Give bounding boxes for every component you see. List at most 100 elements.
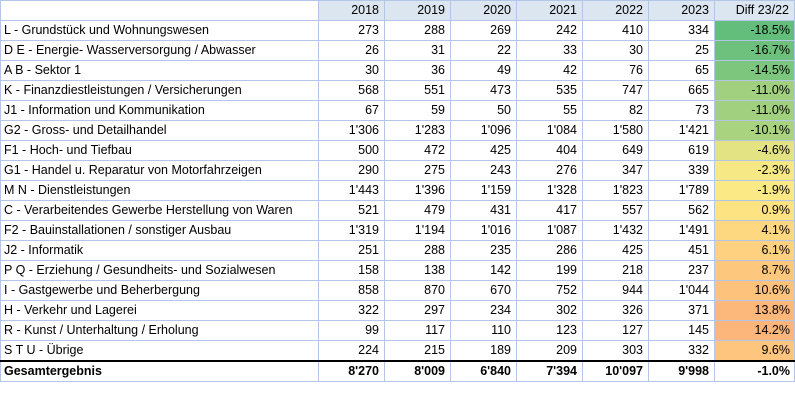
row-value-2019[interactable]: 275 <box>384 160 451 181</box>
header-year-2019[interactable]: 2019 <box>384 0 451 21</box>
total-label[interactable]: Gesamtergebnis <box>0 360 319 382</box>
row-value-2020[interactable]: 142 <box>450 260 517 281</box>
row-value-2023[interactable]: 237 <box>648 260 715 281</box>
row-value-2023[interactable]: 73 <box>648 100 715 121</box>
row-value-2020[interactable]: 110 <box>450 320 517 341</box>
row-value-2022[interactable]: 30 <box>582 40 649 61</box>
row-label[interactable]: C - Verarbeitendes Gewerbe Herstellung v… <box>0 200 319 221</box>
row-diff[interactable]: 13.8% <box>714 300 795 321</box>
row-value-2018[interactable]: 521 <box>318 200 385 221</box>
row-diff[interactable]: -4.6% <box>714 140 795 161</box>
row-value-2023[interactable]: 1'491 <box>648 220 715 241</box>
row-value-2022[interactable]: 127 <box>582 320 649 341</box>
row-value-2023[interactable]: 665 <box>648 80 715 101</box>
row-value-2019[interactable]: 472 <box>384 140 451 161</box>
row-diff[interactable]: 10.6% <box>714 280 795 301</box>
row-value-2023[interactable]: 451 <box>648 240 715 261</box>
row-value-2020[interactable]: 235 <box>450 240 517 261</box>
row-value-2019[interactable]: 1'396 <box>384 180 451 201</box>
total-value-2019[interactable]: 8'009 <box>384 360 451 382</box>
row-label[interactable]: J2 - Informatik <box>0 240 319 261</box>
row-value-2018[interactable]: 290 <box>318 160 385 181</box>
row-value-2022[interactable]: 425 <box>582 240 649 261</box>
row-value-2018[interactable]: 322 <box>318 300 385 321</box>
row-value-2018[interactable]: 1'319 <box>318 220 385 241</box>
row-value-2018[interactable]: 273 <box>318 20 385 41</box>
row-value-2019[interactable]: 138 <box>384 260 451 281</box>
row-value-2018[interactable]: 158 <box>318 260 385 281</box>
row-diff[interactable]: 0.9% <box>714 200 795 221</box>
row-label[interactable]: P Q - Erziehung / Gesundheits- und Sozia… <box>0 260 319 281</box>
row-value-2022[interactable]: 82 <box>582 100 649 121</box>
row-value-2021[interactable]: 242 <box>516 20 583 41</box>
row-diff[interactable]: -10.1% <box>714 120 795 141</box>
row-label[interactable]: I - Gastgewerbe und Beherbergung <box>0 280 319 301</box>
row-value-2023[interactable]: 334 <box>648 20 715 41</box>
row-value-2019[interactable]: 59 <box>384 100 451 121</box>
row-value-2018[interactable]: 26 <box>318 40 385 61</box>
row-value-2021[interactable]: 42 <box>516 60 583 81</box>
row-value-2022[interactable]: 1'432 <box>582 220 649 241</box>
row-value-2021[interactable]: 199 <box>516 260 583 281</box>
row-label[interactable]: A B - Sektor 1 <box>0 60 319 81</box>
row-value-2020[interactable]: 49 <box>450 60 517 81</box>
row-label[interactable]: G1 - Handel u. Reparatur von Motorfahrze… <box>0 160 319 181</box>
row-label[interactable]: F1 - Hoch- und Tiefbau <box>0 140 319 161</box>
row-value-2020[interactable]: 1'096 <box>450 120 517 141</box>
row-value-2019[interactable]: 117 <box>384 320 451 341</box>
header-year-2020[interactable]: 2020 <box>450 0 517 21</box>
row-value-2020[interactable]: 473 <box>450 80 517 101</box>
row-diff[interactable]: -14.5% <box>714 60 795 81</box>
header-diff[interactable]: Diff 23/22 <box>714 0 795 21</box>
row-value-2022[interactable]: 1'580 <box>582 120 649 141</box>
row-value-2021[interactable]: 209 <box>516 340 583 362</box>
row-value-2021[interactable]: 123 <box>516 320 583 341</box>
row-value-2021[interactable]: 33 <box>516 40 583 61</box>
header-year-2023[interactable]: 2023 <box>648 0 715 21</box>
row-value-2018[interactable]: 99 <box>318 320 385 341</box>
row-label[interactable]: G2 - Gross- und Detailhandel <box>0 120 319 141</box>
row-diff[interactable]: 14.2% <box>714 320 795 341</box>
row-value-2023[interactable]: 339 <box>648 160 715 181</box>
row-label[interactable]: J1 - Information und Kommunikation <box>0 100 319 121</box>
total-value-2018[interactable]: 8'270 <box>318 360 385 382</box>
row-label[interactable]: R - Kunst / Unterhaltung / Erholung <box>0 320 319 341</box>
row-value-2019[interactable]: 288 <box>384 240 451 261</box>
row-value-2022[interactable]: 1'823 <box>582 180 649 201</box>
row-value-2023[interactable]: 1'421 <box>648 120 715 141</box>
row-label[interactable]: K - Finanzdiestleistungen / Versicherung… <box>0 80 319 101</box>
row-diff[interactable]: -16.7% <box>714 40 795 61</box>
row-value-2019[interactable]: 31 <box>384 40 451 61</box>
row-value-2019[interactable]: 870 <box>384 280 451 301</box>
row-value-2018[interactable]: 858 <box>318 280 385 301</box>
row-value-2018[interactable]: 67 <box>318 100 385 121</box>
row-value-2023[interactable]: 65 <box>648 60 715 81</box>
row-value-2018[interactable]: 224 <box>318 340 385 362</box>
row-value-2019[interactable]: 1'283 <box>384 120 451 141</box>
row-diff[interactable]: 8.7% <box>714 260 795 281</box>
header-label-cell[interactable] <box>0 0 319 21</box>
row-diff[interactable]: -18.5% <box>714 20 795 41</box>
row-label[interactable]: S T U - Übrige <box>0 340 319 362</box>
row-value-2019[interactable]: 479 <box>384 200 451 221</box>
row-value-2021[interactable]: 276 <box>516 160 583 181</box>
row-value-2023[interactable]: 371 <box>648 300 715 321</box>
row-value-2022[interactable]: 347 <box>582 160 649 181</box>
row-value-2023[interactable]: 619 <box>648 140 715 161</box>
row-value-2021[interactable]: 417 <box>516 200 583 221</box>
row-diff[interactable]: 9.6% <box>714 340 795 362</box>
row-value-2020[interactable]: 431 <box>450 200 517 221</box>
row-label[interactable]: M N - Dienstleistungen <box>0 180 319 201</box>
row-value-2022[interactable]: 944 <box>582 280 649 301</box>
row-value-2021[interactable]: 1'084 <box>516 120 583 141</box>
row-value-2020[interactable]: 243 <box>450 160 517 181</box>
row-value-2018[interactable]: 30 <box>318 60 385 81</box>
header-year-2018[interactable]: 2018 <box>318 0 385 21</box>
row-value-2020[interactable]: 425 <box>450 140 517 161</box>
total-value-2023[interactable]: 9'998 <box>648 360 715 382</box>
total-value-2022[interactable]: 10'097 <box>582 360 649 382</box>
row-value-2018[interactable]: 1'306 <box>318 120 385 141</box>
row-value-2022[interactable]: 76 <box>582 60 649 81</box>
row-value-2020[interactable]: 234 <box>450 300 517 321</box>
row-value-2019[interactable]: 36 <box>384 60 451 81</box>
